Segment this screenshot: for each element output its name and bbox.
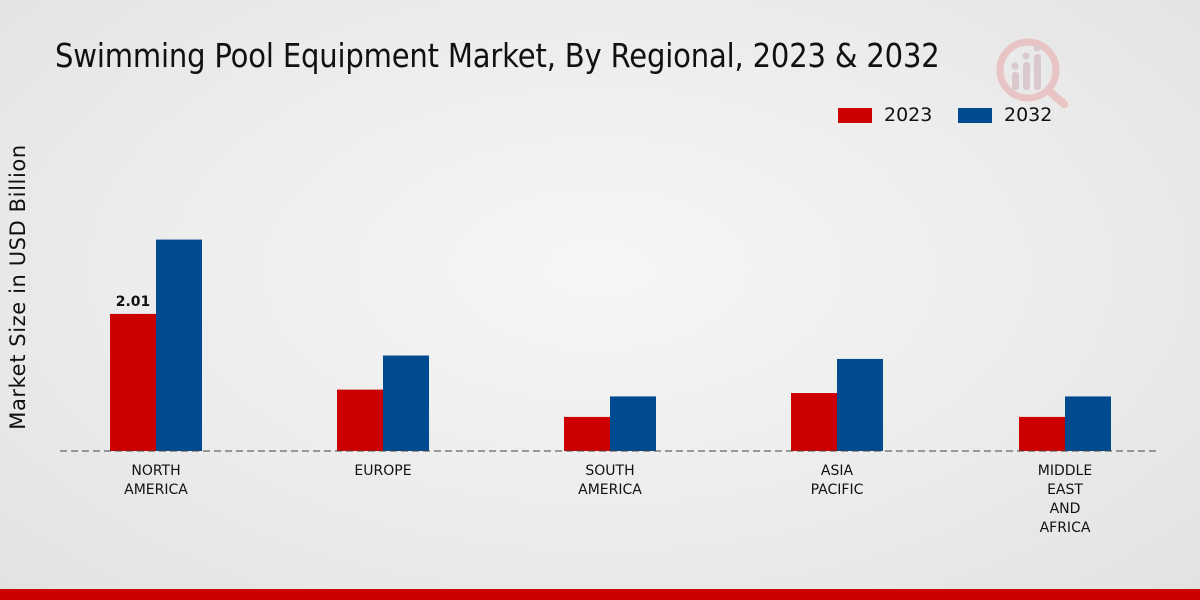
chart-title: Swimming Pool Equipment Market, By Regio… [55, 36, 940, 75]
x-tick-label-0-1: AMERICA [124, 482, 188, 498]
x-tick-label-3-1: PACIFIC [811, 482, 864, 498]
x-tick-label-3-0: ASIA [821, 463, 854, 479]
bar-2032-1 [383, 355, 429, 451]
data-label-0: 2.01 [116, 294, 151, 310]
bar-2023-3 [791, 393, 837, 451]
x-tick-label-4-1: EAST [1047, 482, 1083, 498]
bar-2032-2 [610, 396, 656, 451]
bar-2023-1 [337, 389, 383, 451]
bar-2032-0 [156, 239, 202, 451]
brand-logo-icon [996, 38, 1068, 108]
legend-label-2032: 2032 [1004, 104, 1053, 126]
bar-2032-4 [1065, 396, 1111, 451]
bar-2023-2 [564, 416, 610, 451]
legend-item-2023: 2023 [838, 104, 932, 126]
x-tick-label-1-0: EUROPE [354, 463, 411, 479]
bottom-accent-bar [0, 589, 1200, 600]
x-tick-label-4-2: AND [1050, 501, 1081, 517]
bar-2032-3 [837, 358, 883, 451]
legend-label-2023: 2023 [884, 104, 933, 126]
legend-swatch-2032 [958, 107, 992, 123]
x-tick-label-4-0: MIDDLE [1038, 463, 1092, 479]
legend-swatch-2023 [838, 107, 872, 123]
x-tick-label-2-0: SOUTH [585, 463, 634, 479]
bar-2023-4 [1019, 416, 1065, 451]
x-tick-label-2-1: AMERICA [578, 482, 642, 498]
bar-2023-0 [110, 313, 156, 451]
legend-item-2032: 2032 [958, 104, 1052, 126]
x-tick-label-4-3: AFRICA [1040, 520, 1091, 536]
x-tick-label-0-0: NORTH [131, 463, 180, 479]
